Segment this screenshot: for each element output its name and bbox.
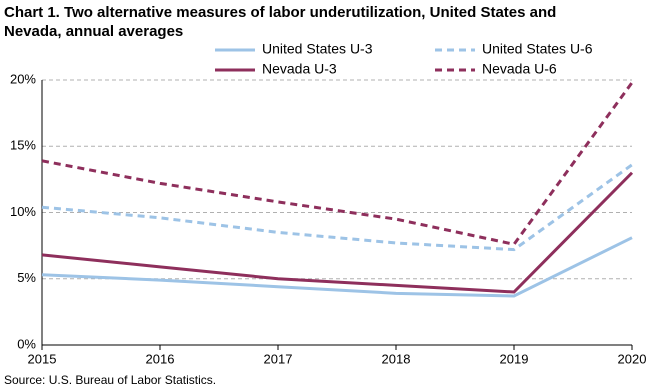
series-line <box>41 163 633 252</box>
y-tick-label: 15% <box>10 138 36 153</box>
x-tick-label: 2020 <box>618 351 647 366</box>
x-tick-label: 2015 <box>28 351 57 366</box>
legend-label: Nevada U-3 <box>262 61 337 77</box>
series-line <box>41 171 634 294</box>
y-tick-label: 0% <box>17 336 36 351</box>
y-tick-label: 10% <box>10 204 36 219</box>
legend-label: United States U-6 <box>482 41 593 57</box>
series-line <box>41 236 633 298</box>
x-tick-label: 2017 <box>264 351 293 366</box>
y-tick-label: 5% <box>17 270 36 285</box>
legend-label: United States U-3 <box>262 41 373 57</box>
chart-title: Chart 1. Two alternative measures of lab… <box>4 4 557 40</box>
source-note: Source: U.S. Bureau of Labor Statistics. <box>4 373 216 387</box>
x-tick-label: 2016 <box>146 351 175 366</box>
series-line <box>41 81 634 246</box>
y-tick-label: 20% <box>10 71 36 86</box>
legend-label: Nevada U-6 <box>482 61 557 77</box>
x-tick-label: 2019 <box>500 351 529 366</box>
x-tick-label: 2018 <box>382 351 411 366</box>
